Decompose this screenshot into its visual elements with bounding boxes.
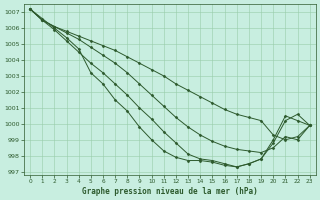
X-axis label: Graphe pression niveau de la mer (hPa): Graphe pression niveau de la mer (hPa) bbox=[82, 187, 258, 196]
